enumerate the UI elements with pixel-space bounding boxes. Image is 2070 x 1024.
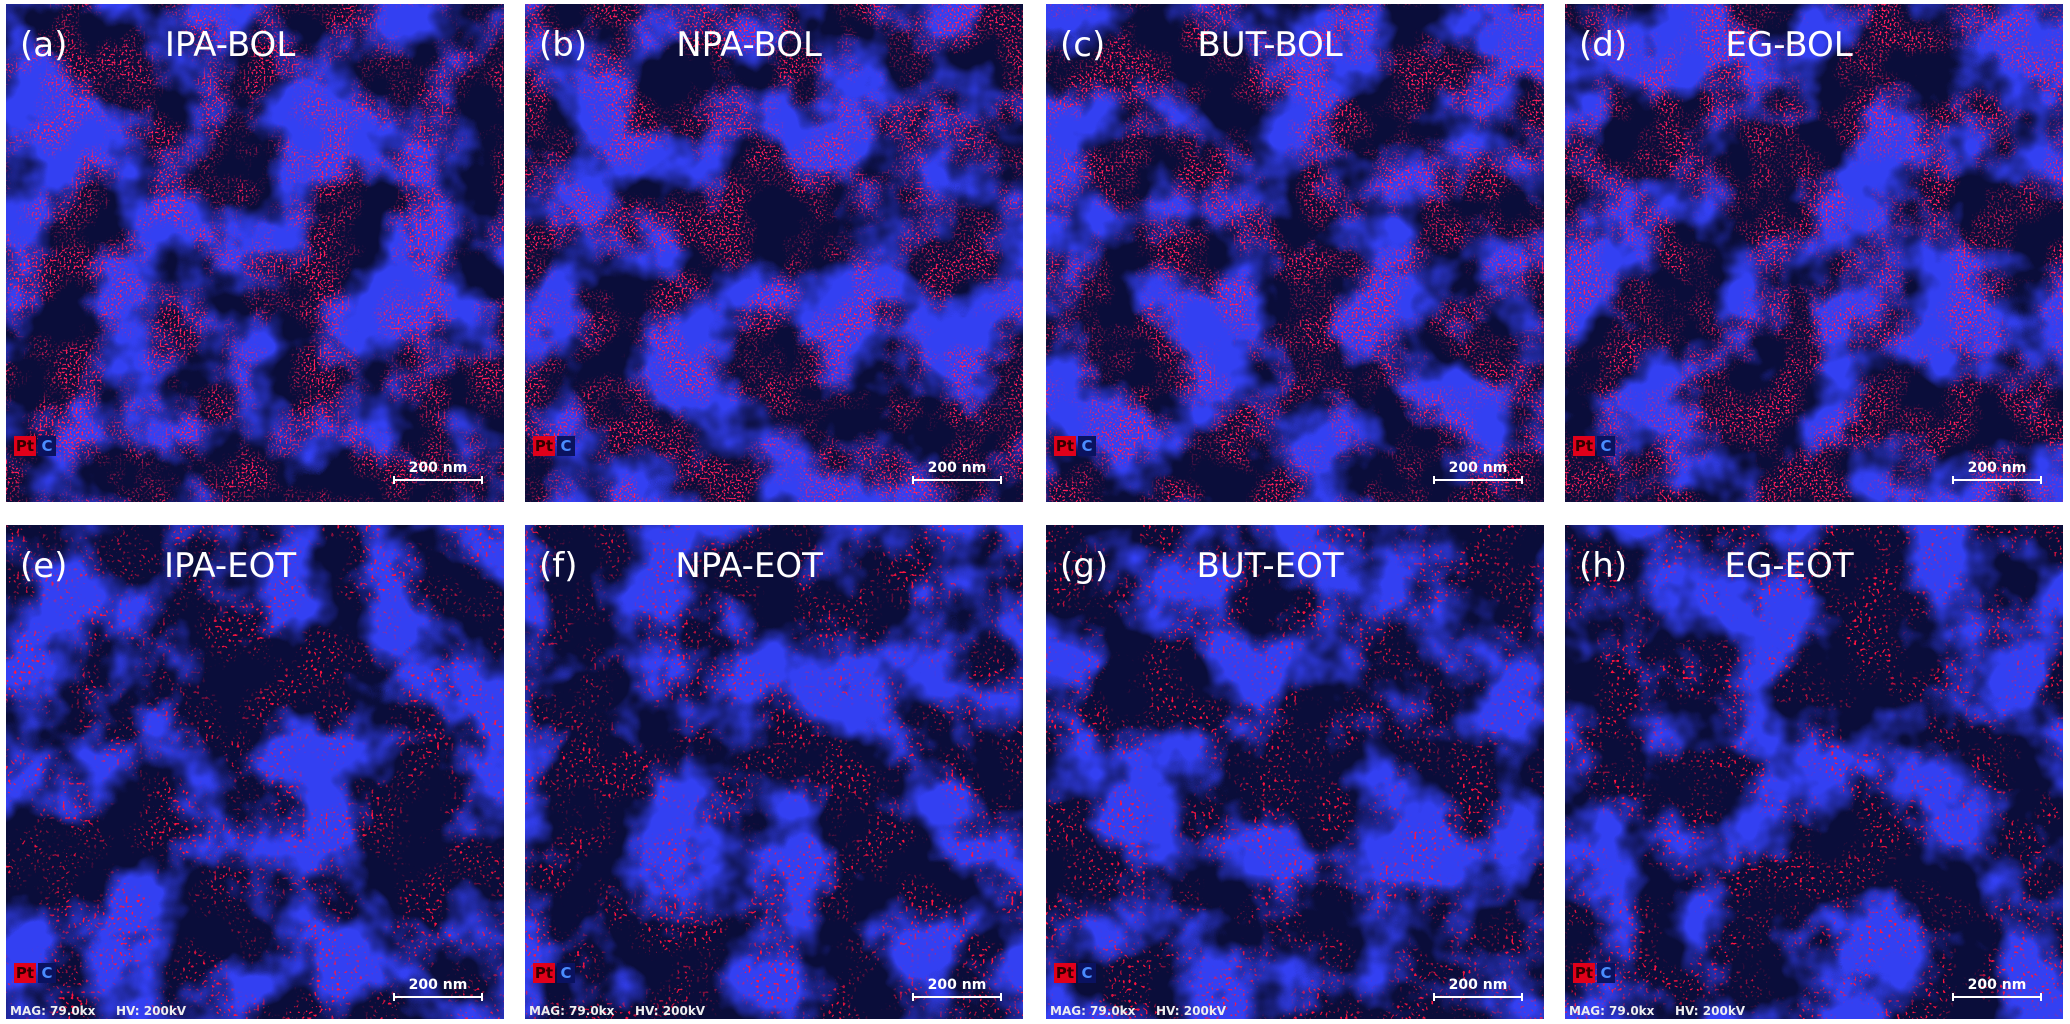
scale-bar-label: 200 nm	[1449, 460, 1508, 476]
panel-title: EG-BOL	[1725, 25, 1852, 65]
panel-title: NPA-EOT	[675, 546, 823, 586]
eds-map-image	[1565, 4, 2063, 502]
panel-label: (a)	[20, 25, 67, 65]
panel-label: (c)	[1060, 25, 1105, 65]
eds-map-image	[6, 525, 504, 1019]
scale-bar	[912, 993, 1002, 1001]
legend-swatch	[1573, 436, 1595, 456]
legend-label: Pt	[1575, 964, 1593, 982]
legend-swatch	[533, 963, 555, 983]
panel: (c) BUT-BOL Pt C 200 nm	[1046, 4, 1544, 502]
legend-label: C	[41, 964, 52, 982]
panel: (h) EG-EOT Pt C 200 nm MAG: 79.0kx HV: 200kV	[1565, 525, 2063, 1019]
scale-bar-label: 200 nm	[928, 460, 987, 476]
legend-swatch	[14, 436, 36, 456]
legend-label: Pt	[16, 437, 34, 455]
legend-label: Pt	[1575, 437, 1593, 455]
legend-label: C	[1081, 437, 1092, 455]
panel-title: BUT-BOL	[1197, 25, 1342, 65]
legend-swatch	[1078, 436, 1096, 456]
scale-bar	[393, 476, 483, 484]
legend-swatch	[1054, 963, 1076, 983]
info-text: MAG: 79.0kx	[1569, 1004, 1655, 1018]
panel-title: EG-EOT	[1725, 546, 1854, 586]
info-text: HV: 200kV	[1675, 1004, 1746, 1018]
panel-title: BUT-EOT	[1197, 546, 1344, 586]
scale-bar-label: 200 nm	[1968, 460, 2027, 476]
panel-label: (b)	[539, 25, 587, 65]
legend-label: C	[560, 437, 571, 455]
panel: (b) NPA-BOL Pt C 200 nm	[525, 4, 1023, 502]
scale-bar	[1952, 993, 2042, 1001]
panel-label: (h)	[1579, 546, 1627, 586]
scale-bar-label: 200 nm	[1449, 977, 1508, 993]
panel-label: (e)	[20, 546, 67, 586]
legend-swatch	[1573, 963, 1595, 983]
legend-swatch	[14, 963, 36, 983]
eds-map-image	[1565, 525, 2063, 1019]
legend-swatch	[38, 436, 56, 456]
eds-map-image	[1046, 525, 1544, 1019]
panel-title: NPA-BOL	[676, 25, 822, 65]
info-text: MAG: 79.0kx	[1050, 1004, 1136, 1018]
panel: (g) BUT-EOT Pt C 200 nm MAG: 79.0kx HV: 200kV	[1046, 525, 1544, 1019]
scale-bar	[1952, 476, 2042, 484]
panel: (a) IPA-BOL Pt C 200 nm	[6, 4, 504, 502]
panel-label: (d)	[1579, 25, 1627, 65]
info-text: HV: 200kV	[116, 1004, 187, 1018]
panel-label: (g)	[1060, 546, 1108, 586]
info-text: HV: 200kV	[1156, 1004, 1227, 1018]
scale-bar-label: 200 nm	[928, 977, 987, 993]
legend-swatch	[38, 963, 56, 983]
eds-map-image	[525, 525, 1023, 1019]
legend-label: Pt	[16, 964, 34, 982]
legend-label: Pt	[535, 437, 553, 455]
scale-bar	[1433, 993, 1523, 1001]
panel-label: (f)	[539, 546, 578, 586]
panel: (d) EG-BOL Pt C 200 nm	[1565, 4, 2063, 502]
info-text: HV: 200kV	[635, 1004, 706, 1018]
eds-map-image	[6, 4, 504, 502]
scale-bar-label: 200 nm	[1968, 977, 2027, 993]
legend-swatch	[557, 436, 575, 456]
legend-swatch	[533, 436, 555, 456]
legend-swatch	[1054, 436, 1076, 456]
panel-title: IPA-BOL	[165, 25, 295, 65]
legend-swatch	[1597, 963, 1615, 983]
legend-label: Pt	[535, 964, 553, 982]
legend-label: C	[1081, 964, 1092, 982]
legend-label: C	[1600, 437, 1611, 455]
legend-swatch	[557, 963, 575, 983]
eds-map-image	[1046, 4, 1544, 502]
legend-label: C	[41, 437, 52, 455]
scale-bar-label: 200 nm	[409, 977, 468, 993]
legend-label: C	[1600, 964, 1611, 982]
scale-bar	[912, 476, 1002, 484]
panel-title: IPA-EOT	[164, 546, 296, 586]
legend-swatch	[1078, 963, 1096, 983]
legend-swatch	[1597, 436, 1615, 456]
panel: (e) IPA-EOT Pt C 200 nm MAG: 79.0kx HV: 200kV	[6, 525, 504, 1019]
info-text: MAG: 79.0kx	[529, 1004, 615, 1018]
scale-bar-label: 200 nm	[409, 460, 468, 476]
legend-label: Pt	[1056, 437, 1074, 455]
scale-bar	[1433, 476, 1523, 484]
legend-label: C	[560, 964, 571, 982]
info-text: MAG: 79.0kx	[10, 1004, 96, 1018]
legend-label: Pt	[1056, 964, 1074, 982]
eds-map-image	[525, 4, 1023, 502]
panel: (f) NPA-EOT Pt C 200 nm MAG: 79.0kx HV: 200kV	[525, 525, 1023, 1019]
scale-bar	[393, 993, 483, 1001]
